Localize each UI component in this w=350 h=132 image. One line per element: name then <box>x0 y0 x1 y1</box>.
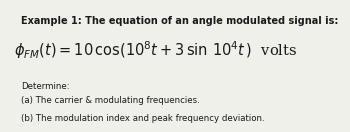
Text: $\phi_{FM}(t) = 10\,\cos(10^8t + 3\,\sin\,10^4t\,)$  volts: $\phi_{FM}(t) = 10\,\cos(10^8t + 3\,\sin… <box>14 40 298 61</box>
Text: (b) The modulation index and peak frequency deviation.: (b) The modulation index and peak freque… <box>21 114 265 123</box>
Text: Example 1: The equation of an angle modulated signal is:: Example 1: The equation of an angle modu… <box>21 16 338 26</box>
Text: (a) The carrier & modulating frequencies.: (a) The carrier & modulating frequencies… <box>21 96 200 105</box>
Text: Determine:: Determine: <box>21 82 70 91</box>
